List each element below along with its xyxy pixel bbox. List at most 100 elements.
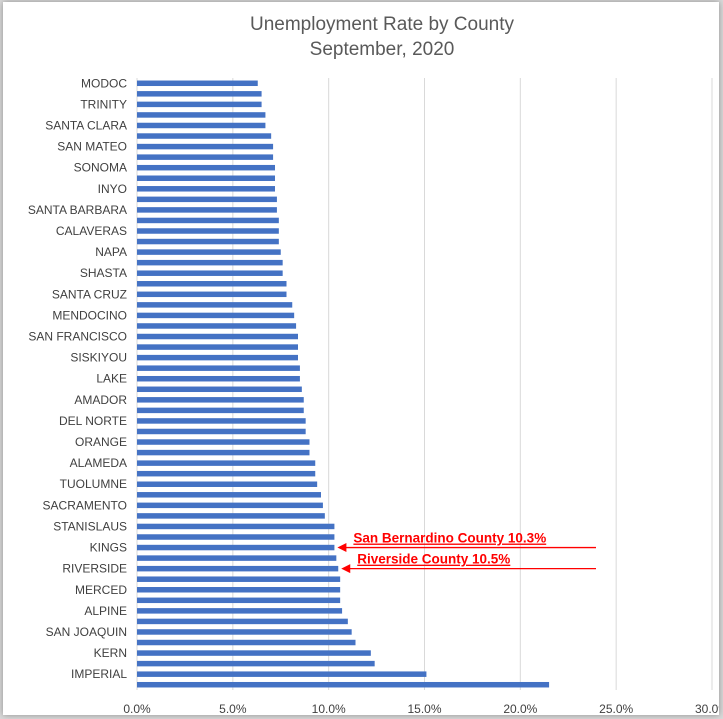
bar-45 <box>137 555 337 561</box>
bar-18 <box>137 270 283 276</box>
bar-27 <box>137 365 300 371</box>
x-axis-ticks: 0.0% 5.0% 10.0% 15.0% 20.0% 25.0% 30.0% <box>123 702 719 715</box>
bar-9 <box>137 175 275 181</box>
bar-7 <box>137 154 274 160</box>
bar-30 <box>137 397 304 403</box>
bar-54 <box>137 650 371 656</box>
bars <box>137 80 550 688</box>
bar-16 <box>137 249 281 255</box>
bar-17 <box>137 259 283 266</box>
bar-23 <box>137 323 297 329</box>
bar-20 <box>137 291 287 298</box>
category-label-22: MENDOCINO <box>52 308 127 322</box>
bar-49 <box>137 597 341 604</box>
x-tick-label-5: 25.0% <box>599 702 633 715</box>
bar-41 <box>137 513 325 519</box>
bar-12 <box>137 207 277 213</box>
category-label-24: SAN FRANCISCO <box>28 330 127 344</box>
category-label-4: SANTA CLARA <box>45 118 127 132</box>
category-label-36: ALAMEDA <box>70 456 127 470</box>
bar-5 <box>137 133 272 139</box>
bar-6 <box>137 143 274 150</box>
category-labels: MODOC TRINITY SANTA CLARA SAN MATEO SONOMA IN… <box>28 76 127 681</box>
annotation-label-1: Riverside County 10.5% <box>357 552 510 567</box>
bar-28 <box>137 375 300 382</box>
bar-33 <box>137 428 306 435</box>
category-label-0: MODOC <box>81 76 127 90</box>
category-label-42: STANISLAUS <box>53 519 127 533</box>
annotation-label-0: San Bernardino County 10.3% <box>353 531 546 546</box>
category-label-56: IMPERIAL <box>71 667 127 681</box>
bar-22 <box>137 312 295 319</box>
bar-50 <box>137 608 343 614</box>
annotation-arrowhead-0 <box>337 543 347 553</box>
category-label-20: SANTA CRUZ <box>52 287 127 301</box>
bar-1 <box>137 91 262 97</box>
bar-34 <box>137 439 310 445</box>
category-label-40: SACRAMENTO <box>43 498 127 512</box>
bar-47 <box>137 576 341 582</box>
bar-55 <box>137 660 375 667</box>
category-label-44: KINGS <box>90 541 127 555</box>
bar-21 <box>137 302 293 308</box>
x-tick-label-4: 20.0% <box>503 702 537 715</box>
x-tick-label-6: 30.0% <box>695 702 719 715</box>
category-label-14: CALAVERAS <box>56 224 127 238</box>
bar-10 <box>137 186 275 192</box>
category-label-8: SONOMA <box>74 161 127 175</box>
annotations: San Bernardino County 10.3% Riverside Cou… <box>337 531 596 574</box>
bar-36 <box>137 460 316 466</box>
bar-24 <box>137 333 298 340</box>
bar-52 <box>137 629 352 635</box>
bar-56 <box>137 671 427 677</box>
bar-8 <box>137 164 275 171</box>
category-label-26: SISKIYOU <box>70 351 127 365</box>
category-label-50: ALPINE <box>84 604 127 618</box>
bar-57 <box>137 681 550 688</box>
bar-29 <box>137 386 302 393</box>
bar-42 <box>137 523 335 530</box>
bar-31 <box>137 407 304 414</box>
bar-48 <box>137 587 341 593</box>
category-label-34: ORANGE <box>75 435 127 449</box>
bar-4 <box>137 122 266 129</box>
bar-26 <box>137 354 298 361</box>
bar-11 <box>137 196 277 203</box>
unemployment-bar-chart: Unemployment Rate by County September, 2… <box>28 14 719 715</box>
bar-43 <box>137 534 335 540</box>
bar-2 <box>137 101 262 108</box>
bar-15 <box>137 238 279 245</box>
bar-14 <box>137 228 279 234</box>
bar-13 <box>137 217 279 224</box>
x-tick-label-1: 5.0% <box>219 702 247 715</box>
category-label-12: SANTA BARBARA <box>28 203 127 217</box>
category-label-52: SAN JOAQUIN <box>46 625 127 639</box>
bar-19 <box>137 281 287 287</box>
chart-title: Unemployment Rate by County <box>250 14 515 35</box>
bar-51 <box>137 618 348 625</box>
bar-3 <box>137 112 266 118</box>
category-label-30: AMADOR <box>74 393 127 407</box>
x-tick-label-0: 0.0% <box>123 702 151 715</box>
bar-0 <box>137 80 258 87</box>
chart-subtitle: September, 2020 <box>310 39 455 60</box>
bar-46 <box>137 565 339 572</box>
bar-40 <box>137 502 323 509</box>
category-label-54: KERN <box>94 646 127 660</box>
category-label-18: SHASTA <box>80 266 127 280</box>
category-label-32: DEL NORTE <box>59 414 127 428</box>
annotation-arrowhead-1 <box>341 564 351 574</box>
x-tick-label-2: 10.0% <box>312 702 346 715</box>
bar-38 <box>137 481 318 487</box>
bar-44 <box>137 544 335 551</box>
category-label-6: SAN MATEO <box>57 140 127 154</box>
x-tick-label-3: 15.0% <box>407 702 441 715</box>
category-label-2: TRINITY <box>80 97 127 111</box>
bar-25 <box>137 344 298 350</box>
bar-32 <box>137 418 306 424</box>
category-label-38: TUOLUMNE <box>60 477 127 491</box>
category-label-16: NAPA <box>95 245 127 259</box>
bar-53 <box>137 639 356 646</box>
bar-35 <box>137 449 310 456</box>
category-label-46: RIVERSIDE <box>62 562 127 576</box>
